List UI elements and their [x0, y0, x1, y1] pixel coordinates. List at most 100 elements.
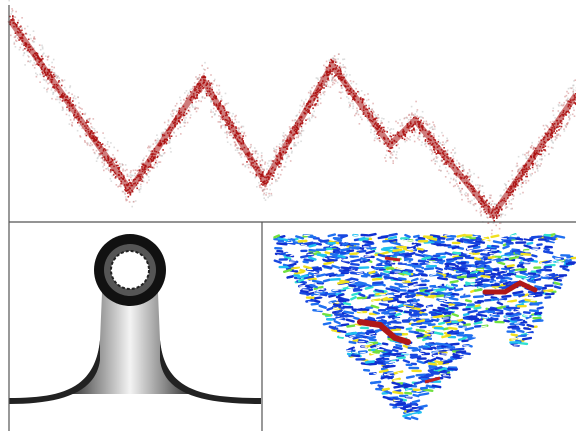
noise-dot	[353, 81, 355, 83]
field-stroke	[421, 294, 427, 296]
noise-dot	[218, 93, 220, 95]
field-stroke	[537, 244, 541, 245]
noise-dot	[462, 167, 464, 169]
field-stroke	[419, 238, 424, 239]
noise-dot	[532, 167, 534, 169]
noise-dot	[396, 145, 398, 147]
noise-dot	[426, 121, 428, 123]
field-stroke	[401, 238, 408, 239]
noise-dot	[296, 115, 298, 117]
noise-dot	[58, 77, 60, 79]
field-stroke	[301, 256, 309, 258]
field-stroke	[351, 257, 358, 258]
noise-dot	[157, 163, 159, 165]
noise-dot	[257, 153, 259, 155]
field-stroke	[444, 344, 450, 346]
noise-dot	[274, 177, 276, 179]
field-gap	[335, 302, 341, 303]
noise-dot	[360, 116, 362, 118]
noise-dot	[26, 33, 28, 35]
noise-dot	[65, 90, 67, 92]
noise-dot	[137, 170, 139, 172]
field-stroke	[481, 254, 489, 255]
noise-dot	[383, 142, 385, 144]
noise-dot	[475, 203, 477, 205]
noise-dot	[140, 186, 142, 188]
field-stroke	[337, 275, 344, 276]
noise-dot	[267, 197, 269, 199]
noise-dot	[59, 81, 61, 83]
field-stroke	[388, 398, 393, 400]
noise-dot	[16, 40, 18, 42]
field-stroke	[446, 253, 451, 255]
field-stroke	[476, 282, 482, 283]
noise-dot	[456, 183, 458, 185]
noise-dot	[494, 203, 496, 205]
noise-dot	[540, 163, 542, 165]
field-stroke	[380, 370, 388, 372]
noise-dot	[72, 100, 74, 102]
field-stroke	[475, 308, 481, 309]
noise-dot	[478, 188, 480, 190]
noise-dot	[429, 127, 431, 129]
noise-dot	[23, 55, 25, 57]
noise-dot	[408, 119, 410, 121]
field-stroke	[323, 314, 330, 315]
noise-dot	[122, 191, 124, 193]
noise-dot	[441, 144, 443, 146]
noise-dot	[197, 97, 199, 99]
field-stroke	[377, 259, 381, 261]
field-stroke	[299, 241, 307, 242]
noise-dot	[411, 130, 413, 132]
noise-dot	[201, 90, 203, 92]
noise-dot	[374, 130, 376, 132]
noise-dot	[282, 135, 284, 137]
noise-dot	[101, 162, 103, 164]
noise-dot	[130, 170, 132, 172]
noise-dot	[489, 197, 491, 199]
field-gap	[300, 295, 306, 296]
noise-dot	[331, 74, 333, 76]
noise-dot	[355, 113, 357, 115]
field-gap	[493, 282, 499, 283]
noise-dot	[179, 126, 181, 128]
noise-dot	[349, 107, 351, 109]
noise-dot	[417, 138, 419, 140]
noise-dot	[496, 216, 498, 218]
noise-dot	[206, 95, 208, 97]
noise-dot	[452, 155, 454, 157]
noise-dot	[128, 196, 130, 198]
field-stroke	[395, 295, 400, 297]
noise-dot	[339, 62, 341, 64]
noise-dot	[361, 90, 363, 92]
noise-dot	[51, 66, 53, 68]
noise-dot	[467, 176, 469, 178]
noise-dot	[434, 126, 436, 128]
noise-dot	[229, 134, 231, 136]
noise-dot	[153, 167, 155, 169]
noise-dot	[440, 170, 442, 172]
noise-dot	[252, 153, 254, 155]
noise-dot	[370, 111, 372, 113]
noise-dot	[36, 76, 38, 78]
noise-dot	[259, 187, 261, 189]
field-gap	[484, 249, 490, 250]
noise-dot	[390, 132, 392, 134]
noise-dot	[355, 88, 357, 90]
field-gap	[514, 345, 520, 346]
noise-dot	[66, 114, 68, 116]
noise-dot	[301, 100, 303, 102]
noise-dot	[226, 131, 228, 133]
noise-dot	[351, 83, 353, 85]
field-gap	[399, 281, 405, 282]
noise-dot	[251, 167, 253, 169]
noise-dot	[381, 118, 383, 120]
noise-dot	[133, 170, 135, 172]
noise-dot	[282, 139, 284, 141]
field-stroke	[448, 369, 456, 370]
noise-dot	[326, 81, 328, 83]
field-stroke	[524, 312, 530, 313]
noise-dot	[233, 138, 235, 140]
noise-dot	[92, 127, 94, 129]
field-stroke	[451, 294, 458, 295]
